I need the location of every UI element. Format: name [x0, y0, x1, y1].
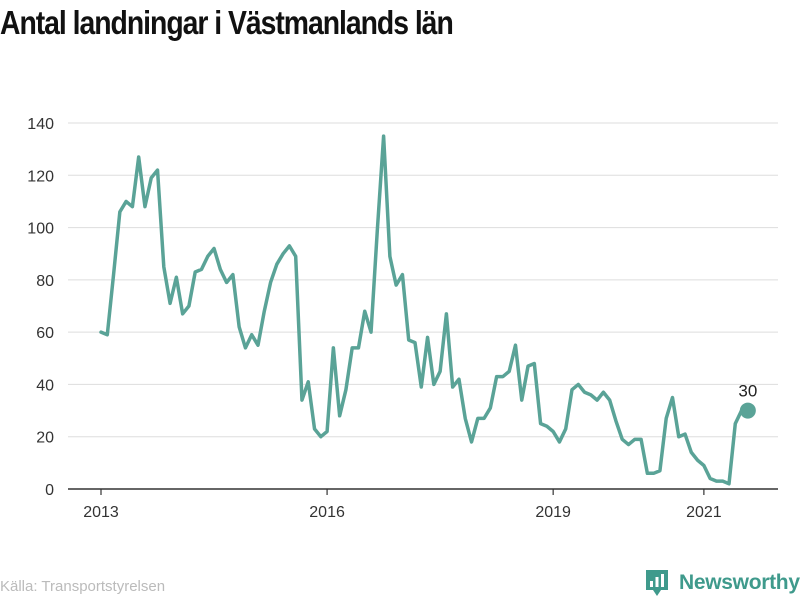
y-tick-label: 120	[27, 168, 54, 185]
brand[interactable]: Newsworthy	[644, 568, 800, 598]
brand-name: Newsworthy	[679, 571, 800, 594]
y-tick-label: 40	[36, 377, 54, 394]
x-tick-label: 2013	[83, 504, 119, 521]
y-tick-label: 20	[36, 430, 54, 447]
source-note: Källa: Transportstyrelsen	[0, 578, 166, 595]
y-tick-label: 140	[27, 116, 54, 133]
y-tick-label: 80	[36, 273, 54, 290]
series-group: 30	[99, 134, 757, 486]
x-tick-label: 2019	[535, 504, 571, 521]
newsworthy-logo-icon	[646, 570, 668, 596]
y-tick-label: 0	[45, 482, 54, 499]
chart-title: Antal landningar i Västmanlands län	[0, 4, 454, 41]
x-tick-label: 2021	[686, 504, 722, 521]
series-line	[99, 134, 750, 486]
y-tick-label: 100	[27, 221, 54, 238]
y-axis: 0 20 40 60 80 100 120 140	[27, 116, 54, 499]
end-value-label: 30	[738, 382, 757, 401]
end-point	[739, 402, 756, 419]
x-axis: 2013 2016 2019 2021	[68, 488, 778, 521]
x-tick-label: 2016	[309, 504, 345, 521]
y-tick-label: 60	[36, 325, 54, 342]
